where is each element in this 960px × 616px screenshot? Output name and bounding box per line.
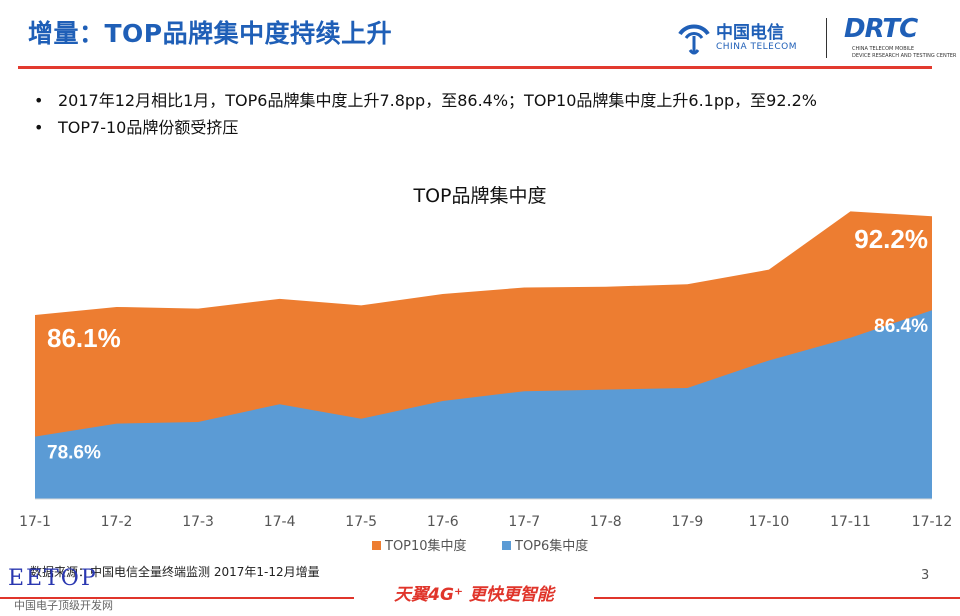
data-label: 92.2% (854, 224, 928, 254)
data-label: 78.6% (47, 443, 101, 464)
x-tick-label: 17-5 (345, 514, 377, 530)
logo-rtc-sub1: CHINA TELECOM MOBILE (852, 46, 915, 52)
x-tick-label: 17-1 (19, 514, 51, 530)
header-divider (18, 66, 932, 69)
logo-rtc-sub2: DEVICE RESEARCH AND TESTING CENTER (852, 53, 957, 59)
x-tick-label: 17-10 (749, 514, 790, 530)
page-title: 增量：TOP品牌集中度持续上升 (28, 19, 393, 48)
logo-ct-en: CHINA TELECOM (716, 42, 797, 52)
logo-divider (826, 18, 827, 58)
watermark: EETOP (8, 566, 98, 591)
logo-rtc-mark: DRTC (844, 14, 918, 44)
china-telecom-logo: 中国电信 CHINA TELECOM (676, 16, 816, 60)
china-telecom-emblem-icon (678, 24, 710, 55)
legend-swatch (372, 541, 381, 550)
x-tick-label: 17-8 (590, 514, 622, 530)
legend-label: TOP10集中度 (384, 538, 467, 554)
page-number: 3 (921, 568, 930, 583)
x-tick-label: 17-3 (182, 514, 214, 530)
data-label: 86.4% (874, 316, 928, 337)
data-label: 86.1% (47, 323, 121, 353)
x-tick-label: 17-11 (830, 514, 871, 530)
bullet-item: TOP7-10品牌份额受挤压 (30, 117, 817, 144)
bullet-list: 2017年12月相比1月，TOP6品牌集中度上升7.8pp，至86.4%；TOP… (30, 90, 817, 144)
legend-swatch (502, 541, 511, 550)
watermark-sub: 中国电子顶级开发网 (14, 599, 113, 612)
logo-ct-cn: 中国电信 (716, 23, 784, 43)
x-tick-label: 17-9 (671, 514, 703, 530)
x-tick-label: 17-6 (427, 514, 459, 530)
drtc-logo: DRTC CHINA TELECOM MOBILE DEVICE RESEARC… (840, 14, 956, 66)
slogan: 天翼4G⁺ 更快更智能 (354, 582, 594, 610)
x-tick-label: 17-12 (912, 514, 953, 530)
source-note: 数据来源：中国电信全量终端监测 2017年1-12月增量 (30, 565, 320, 579)
legend-label: TOP6集中度 (514, 538, 588, 554)
x-tick-label: 17-7 (508, 514, 540, 530)
bullet-item: 2017年12月相比1月，TOP6品牌集中度上升7.8pp，至86.4%；TOP… (30, 90, 817, 117)
chart-title: TOP品牌集中度 (413, 185, 547, 207)
x-tick-label: 17-2 (101, 514, 133, 530)
series-area-top6 (35, 310, 932, 499)
x-tick-label: 17-4 (264, 514, 296, 530)
